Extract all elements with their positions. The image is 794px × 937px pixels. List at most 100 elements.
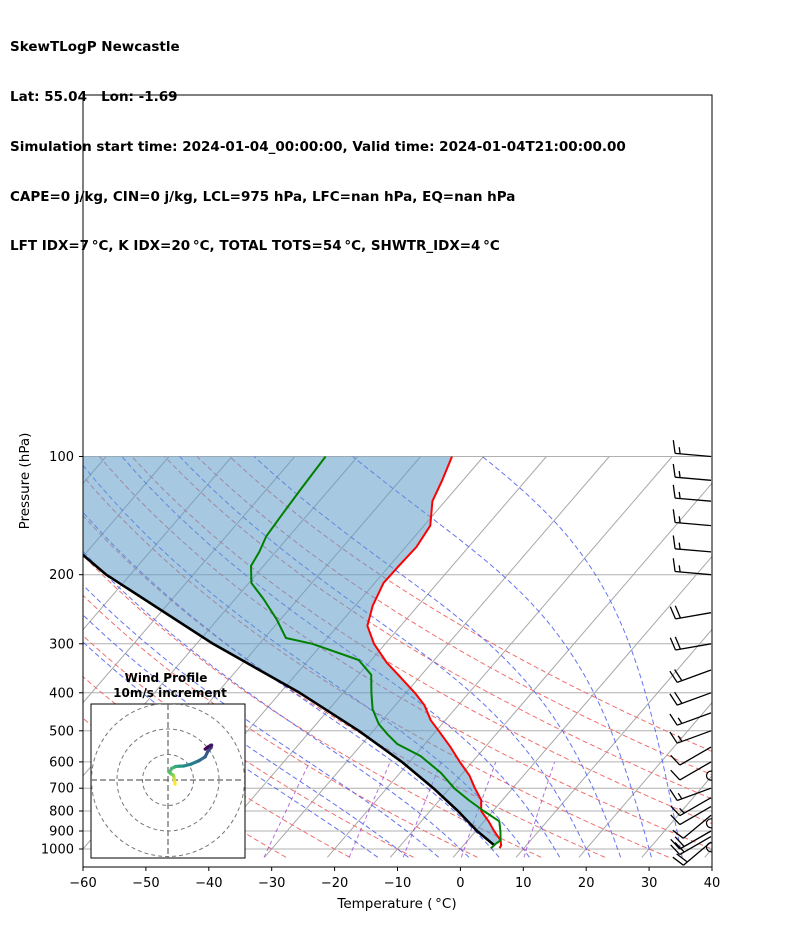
barb-staff (679, 806, 712, 826)
barb-feather (672, 829, 684, 839)
hodograph-ring (142, 754, 194, 806)
barb-feather (672, 440, 676, 454)
barb-feather (669, 637, 677, 651)
temperature-line (366, 456, 503, 849)
y-tick-label: 700 (49, 782, 74, 797)
moist-adiabat (83, 584, 440, 858)
barb-staff (676, 712, 712, 726)
isotherm (264, 456, 610, 858)
barb-half-feather (677, 735, 683, 742)
barb-feather (670, 769, 681, 781)
barb-feather (672, 535, 676, 549)
x-axis-label: Temperature ( °C) (336, 896, 456, 912)
sounding-profiles (83, 455, 503, 849)
barb-staff (682, 841, 712, 866)
hodograph-title: Wind Profile (125, 671, 208, 685)
barb-feather (674, 836, 685, 847)
barb-half-feather (678, 447, 681, 454)
y-tick-label: 100 (49, 450, 74, 465)
barb-feather (669, 693, 678, 706)
barb-half-feather (679, 807, 685, 814)
barb-feather (672, 509, 676, 523)
moist-adiabat (179, 456, 591, 858)
x-tick-label: −10 (384, 876, 411, 891)
barb-feather (670, 838, 681, 850)
lat-lon: Lat: 55.04 Lon: -1.69 (10, 88, 178, 105)
barb-feather (672, 856, 684, 866)
barb-staff (682, 814, 712, 839)
wind-barb (670, 830, 712, 850)
moist-adiabat (482, 456, 683, 858)
isotherm (452, 555, 712, 858)
x-tick-label: −40 (195, 876, 222, 891)
barb-staff (679, 761, 712, 781)
barb-staff (679, 797, 712, 817)
wind-barb (672, 535, 712, 553)
isotherm (704, 848, 712, 858)
barb-half-feather (678, 516, 681, 523)
hodograph-subtitle: 10m/s increment (113, 686, 227, 700)
barb-feather (672, 558, 676, 572)
x-tick-label: −50 (132, 876, 159, 891)
barb-staff (676, 787, 712, 802)
wind-barb (672, 841, 712, 866)
x-tick-label: 30 (641, 876, 658, 891)
x-tick-label: 20 (578, 876, 595, 891)
x-tick-label: −60 (69, 876, 96, 891)
barb-half-feather (678, 565, 681, 573)
cin-shading (83, 456, 501, 845)
barb-feather (674, 691, 683, 704)
dry-adiabat (83, 594, 478, 858)
wind-barb (672, 509, 712, 527)
calm-wind-circle (705, 818, 712, 829)
barb-half-feather (678, 470, 681, 478)
y-tick-label: 900 (49, 825, 74, 840)
wind-barb (672, 814, 712, 839)
wind-barb (669, 669, 712, 684)
mixing-ratio-line (263, 761, 311, 858)
station-title: SkewTLogP Newcastle (10, 39, 180, 56)
barb-staff (676, 669, 712, 684)
barb-staff (675, 452, 712, 458)
barb-staff (675, 612, 712, 620)
y-tick-label: 400 (49, 686, 74, 701)
wind-barb (670, 806, 712, 826)
barb-half-feather (677, 792, 683, 800)
barb-feather (674, 605, 682, 619)
barb-staff (675, 521, 712, 527)
barb-feather (672, 463, 676, 478)
wind-barb (669, 787, 712, 802)
wind-barb (670, 746, 712, 766)
y-tick-label: 800 (49, 805, 74, 820)
barb-staff (679, 746, 712, 766)
y-axis-ticks: 100 200 300 400 500 600 700 800 900 1000 (41, 450, 83, 858)
barb-feather (674, 841, 685, 853)
isotherm (515, 628, 712, 858)
barb-feather (669, 713, 678, 726)
barb-staff (679, 830, 712, 850)
chart-header: SkewTLogP Newcastle Lat: 55.04 Lon: -1.6… (10, 6, 626, 272)
y-axis-label: Pressure (hPa) (17, 433, 33, 530)
isotherm (641, 775, 712, 858)
barb-feather (669, 606, 677, 620)
barb-feather (669, 731, 678, 744)
wind-barb (672, 558, 712, 576)
barb-staff (675, 476, 712, 481)
wind-barb (669, 730, 712, 744)
barb-staff (675, 497, 712, 502)
barb-staff (676, 692, 712, 706)
hodograph-ring (91, 704, 245, 857)
wind-barb (670, 836, 712, 856)
moist-adiabat (83, 550, 470, 858)
wind-barb (669, 636, 712, 651)
barb-staff (679, 836, 712, 856)
time-info: Simulation start time: 2024-01-04_00:00:… (10, 138, 626, 155)
barb-feather (670, 805, 681, 817)
mixing-ratio-line (348, 761, 391, 858)
x-tick-label: 10 (515, 876, 532, 891)
barb-half-feather (677, 717, 683, 724)
y-tick-label: 300 (49, 637, 74, 652)
barb-staff (675, 548, 712, 553)
y-tick-label: 500 (49, 724, 74, 739)
